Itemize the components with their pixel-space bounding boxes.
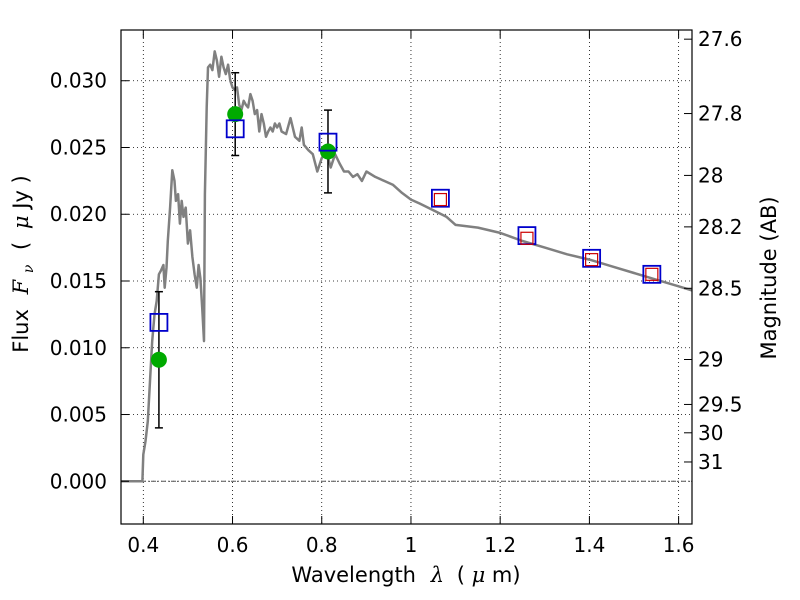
magnitude-tick-label: 27.6: [698, 27, 743, 51]
y-tick-label: 0.010: [50, 336, 107, 360]
x-tick-label: 0.8: [306, 533, 338, 557]
model-band-square: [225, 119, 245, 139]
x-tick-label: 0.4: [127, 533, 159, 557]
x-tick-label: 1: [405, 533, 418, 557]
y-tick-label: 0.025: [50, 135, 107, 159]
x-tick-label: 0.6: [217, 533, 249, 557]
y-tick-label: 0.015: [50, 269, 107, 293]
model-ir-square: [433, 192, 448, 207]
x-axis-label-symbol: λ: [430, 563, 444, 587]
model-spectrum-line: [121, 50, 693, 483]
axes-frame: [120, 29, 693, 525]
magnitude-tick-label: 31: [698, 450, 723, 474]
magnitude-tick-label: 29: [698, 348, 723, 372]
magnitude-ticks: 27.6 27.8 28 28.2 28.5 29 29.5 30 31: [684, 27, 743, 474]
magnitude-tick-label: 29.5: [698, 392, 743, 416]
y-ticks: 0.000 0.005 0.010 0.015 0.020 0.025 0.030: [50, 69, 129, 493]
y-axis-label-unit: Jy ): [9, 175, 33, 211]
x-axis-label: Wavelength λ ( μ m): [291, 563, 520, 587]
observed-point: [227, 106, 244, 123]
y-axis-label-mu: μ: [9, 215, 33, 229]
model-band-square: [582, 248, 602, 268]
y-axis-label-prefix: Flux: [9, 309, 33, 353]
x-tick-label: 1.4: [573, 533, 605, 557]
model-band-square: [318, 132, 338, 152]
x-axis-label-prefix: Wavelength: [291, 563, 416, 587]
y-tick-label: 0.020: [50, 202, 107, 226]
model-band-square: [149, 312, 169, 332]
magnitude-tick-label: 30: [698, 421, 723, 445]
model-points-layer: [149, 119, 662, 332]
model-ir-square: [645, 267, 659, 281]
y-axis-label: Flux F ν ( μ Jy ): [9, 175, 38, 353]
magnitude-tick-label: 28.2: [698, 215, 743, 239]
spectrum-layer: [121, 50, 693, 483]
y-tick-label: 0.000: [50, 469, 107, 493]
magnitude-tick-label: 28.5: [698, 276, 743, 300]
y-axis-label-open: (: [9, 242, 33, 250]
magnitude-tick-label: 27.8: [698, 102, 743, 126]
x-axis-label-open: (: [457, 563, 465, 587]
model-band-square: [431, 188, 450, 208]
x-tick-label: 1.6: [663, 533, 695, 557]
y-tick-label: 0.005: [50, 403, 107, 427]
model-band-square: [642, 264, 662, 284]
x-tick-label: 1.2: [484, 533, 516, 557]
y-axis-label-subscript: ν: [21, 264, 37, 273]
model-ir-square: [520, 231, 534, 245]
x-axis-label-unit: m): [492, 563, 521, 587]
x-ticks: 0.4 0.6 0.8 1 1.2 1.4 1.6: [127, 30, 695, 557]
y-tick-label: 0.030: [50, 69, 107, 93]
x-axis-label-mu: μ: [472, 563, 486, 587]
plot-frame: [120, 29, 693, 525]
y2-axis-label: Magnitude (AB): [757, 196, 781, 359]
magnitude-tick-label: 28: [698, 163, 723, 187]
model-ir-square: [585, 253, 599, 267]
observed-points-layer: [150, 106, 336, 368]
y-axis-label-symbol: F: [9, 278, 33, 295]
observed-point: [150, 351, 167, 368]
